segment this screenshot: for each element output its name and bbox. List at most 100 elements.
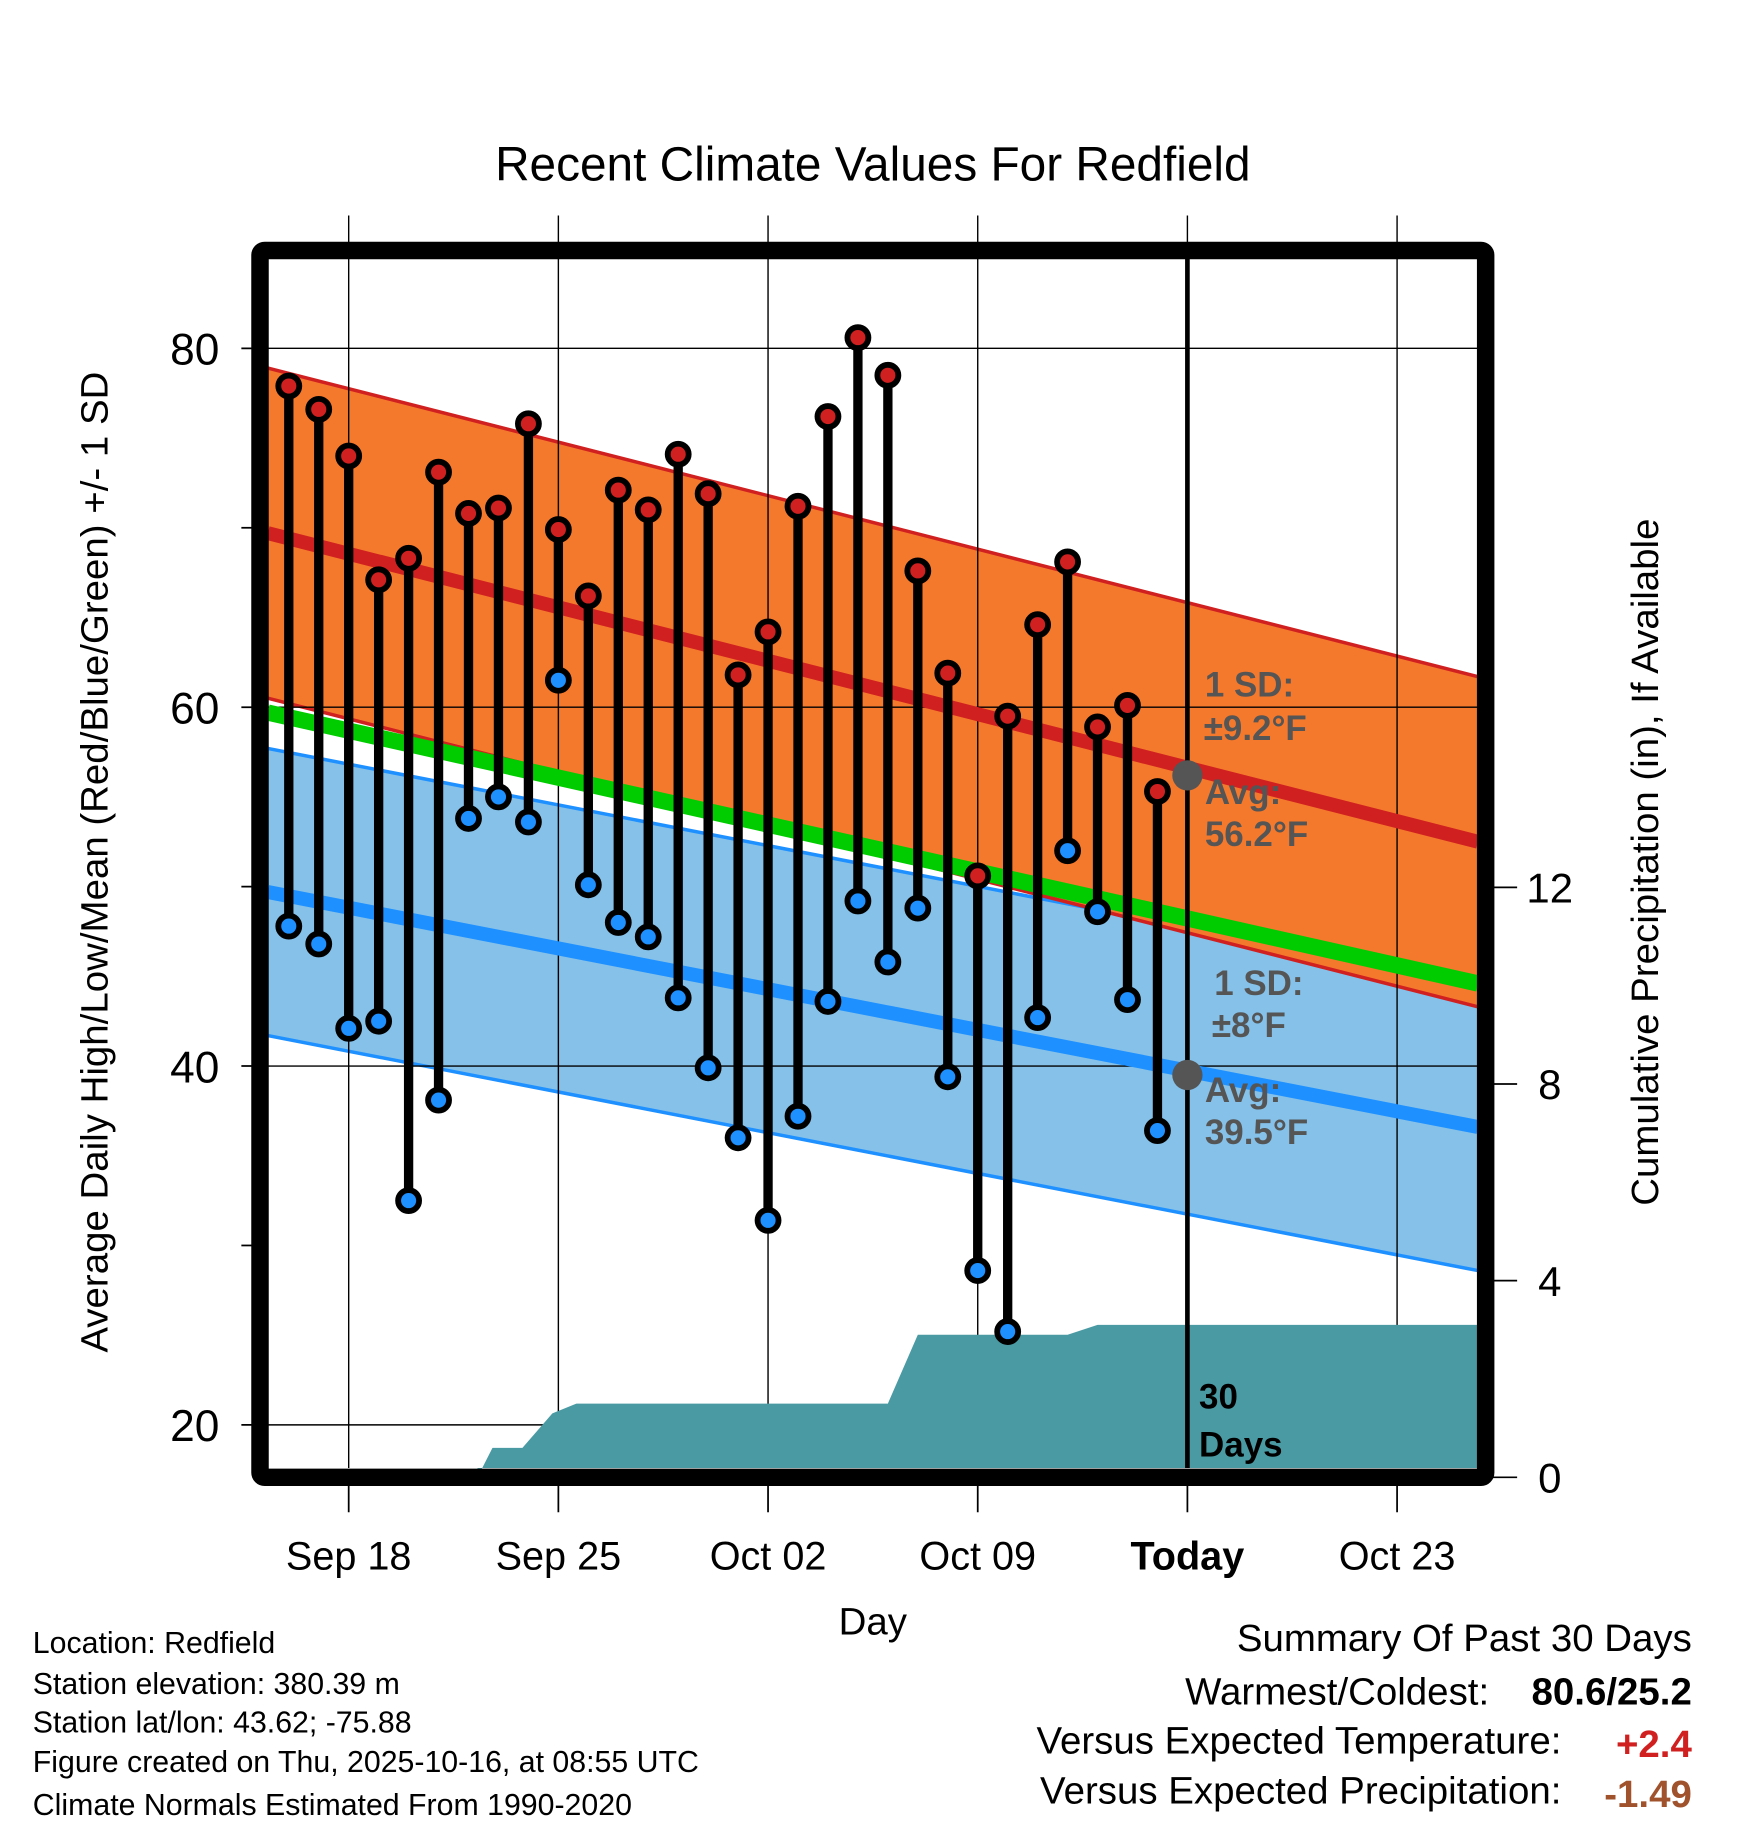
summary: Summary Of Past 30 Days Warmest/Coldest:… (1036, 1617, 1692, 1816)
daily-high-marker (395, 544, 422, 572)
warmest-coldest-value: 80.6/25.2 (1532, 1671, 1692, 1714)
daily-high-marker (455, 500, 482, 527)
daily-low-marker (694, 1054, 722, 1082)
y2-tick-label: 4 (1538, 1258, 1561, 1305)
daily-low-marker (455, 805, 482, 832)
daily-high-marker (485, 494, 512, 522)
daily-low-marker (724, 1124, 752, 1152)
y2-tick-label: 0 (1538, 1454, 1561, 1501)
x-tick-label: Oct 23 (1339, 1534, 1456, 1578)
x-axis-label: Day (839, 1601, 908, 1644)
daily-low-marker (1084, 898, 1111, 926)
y-tick-label: 60 (170, 685, 219, 734)
daily-low-marker (634, 923, 662, 951)
x-tick-label: Oct 09 (919, 1534, 1036, 1578)
plot-frame (251, 241, 1495, 1487)
daily-low-marker (994, 1318, 1022, 1345)
precip-area (477, 1324, 1478, 1478)
daily-low-marker (515, 808, 542, 836)
normal-high-upper-sd-line (267, 366, 1479, 679)
daily-low-marker (275, 912, 303, 940)
y2-tick-label: 12 (1526, 864, 1573, 911)
daily-high-marker (634, 496, 662, 524)
temp-departure-label: Versus Expected Temperature: (1036, 1719, 1561, 1762)
low-sd-label: 1 SD: (1214, 964, 1303, 1003)
daily-high-marker (1024, 611, 1052, 639)
precip-departure-label: Versus Expected Precipitation: (1040, 1770, 1561, 1813)
daily-low-marker (874, 948, 902, 976)
temp-departure-value: +2.4 (1616, 1723, 1693, 1766)
normal-low-line (266, 885, 1480, 1134)
daily-high-marker (784, 492, 812, 520)
daily-high-marker (604, 476, 632, 504)
daily-high-marker (544, 516, 572, 543)
daily-high-marker (664, 440, 692, 468)
daily-high-marker (1144, 778, 1171, 805)
daily-low-marker (485, 783, 512, 811)
normal-low-lower-sd-line (267, 1033, 1479, 1273)
daily-high-marker (934, 659, 962, 687)
daily-high-marker (694, 480, 722, 508)
daily-low-marker (305, 930, 333, 958)
daily-low-marker (964, 1257, 992, 1284)
daily-low-marker (1024, 1004, 1052, 1031)
today-low-avg-marker (1172, 1059, 1203, 1091)
y-tick-label: 20 (170, 1402, 219, 1451)
daily-low-marker (754, 1206, 782, 1234)
window-label-days: Days (1199, 1425, 1283, 1464)
station-info: Location: Redfield Station elevation: 38… (33, 1627, 699, 1822)
daily-high-marker (964, 862, 992, 890)
daily-low-marker (814, 988, 842, 1015)
daily-high-marker (275, 372, 303, 400)
precip-departure-value: -1.49 (1604, 1773, 1692, 1816)
daily-low-marker (335, 1014, 363, 1042)
daily-low-marker (425, 1086, 452, 1114)
daily-high-marker (1054, 548, 1081, 576)
window-label-number: 30 (1199, 1378, 1238, 1417)
y2-axis-label: Cumulative Precipitation (in), If Availa… (1624, 519, 1667, 1206)
today-high-avg-marker (1172, 760, 1203, 791)
high-sd-value: ±9.2°F (1204, 709, 1307, 748)
daily-low-marker (365, 1007, 393, 1035)
chart-title: Recent Climate Values For Redfield (495, 139, 1251, 192)
daily-high-marker (425, 458, 452, 486)
y-tick-label: 40 (170, 1043, 219, 1092)
daily-low-marker (574, 871, 602, 899)
warmest-coldest-label: Warmest/Coldest: (1185, 1671, 1489, 1714)
daily-low-marker (844, 887, 872, 915)
daily-low-marker (1144, 1117, 1171, 1145)
x-tick-label: Sep 18 (286, 1534, 412, 1578)
daily-low-marker (544, 666, 572, 694)
low-avg-label: Avg: (1205, 1071, 1281, 1110)
y2-tick-label: 8 (1538, 1061, 1561, 1108)
daily-high-marker (904, 557, 932, 585)
x-tick-label: Sep 25 (496, 1534, 622, 1578)
daily-low-marker (784, 1102, 812, 1130)
x-tick-label: Oct 02 (710, 1534, 827, 1578)
high-sd-label: 1 SD: (1205, 666, 1294, 705)
daily-high-marker (814, 403, 842, 430)
y-tick-label: 80 (170, 326, 219, 375)
x-tick-label: Today (1131, 1534, 1245, 1578)
daily-high-marker (305, 395, 333, 423)
daily-high-marker (365, 566, 393, 594)
high-avg-label: Avg: (1205, 773, 1281, 812)
daily-high-marker (1114, 692, 1141, 719)
summary-title: Summary Of Past 30 Days (1237, 1617, 1692, 1660)
daily-low-marker (934, 1063, 962, 1091)
daily-high-marker (1084, 713, 1111, 741)
daily-high-marker (874, 361, 902, 389)
high-avg-value: 56.2°F (1205, 815, 1308, 854)
info-created: Figure created on Thu, 2025-10-16, at 08… (33, 1746, 699, 1779)
info-latlon: Station lat/lon: 43.62; -75.88 (33, 1706, 412, 1739)
daily-low-marker (904, 894, 932, 922)
daily-low-marker (1114, 986, 1141, 1014)
daily-low-marker (604, 909, 632, 936)
info-normals: Climate Normals Estimated From 1990-2020 (33, 1789, 632, 1822)
daily-high-marker (994, 702, 1022, 730)
daily-high-marker (335, 442, 363, 470)
daily-low-marker (664, 984, 692, 1012)
daily-low-marker (1054, 837, 1081, 865)
